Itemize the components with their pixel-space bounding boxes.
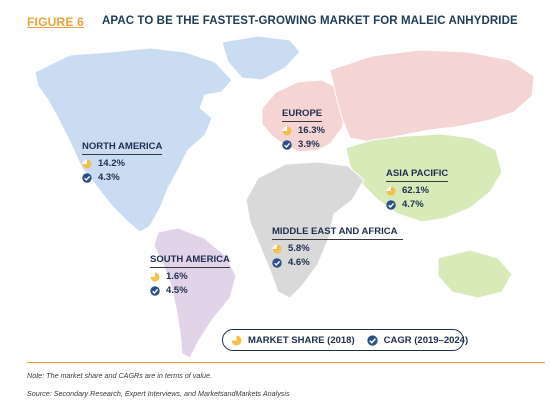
cagr-row: 4.6% xyxy=(272,257,403,268)
growth-check-icon xyxy=(150,285,160,296)
region-name: SOUTH AMERICA xyxy=(150,254,230,268)
asia-pacific-shape xyxy=(345,133,503,223)
cagr-value: 4.7% xyxy=(402,199,424,210)
region-north-america: NORTH AMERICA 14.2% 4.3% xyxy=(82,136,163,183)
pie-chart-icon xyxy=(282,126,292,135)
cagr-value: 4.5% xyxy=(166,285,188,296)
market-share-row: 16.3% xyxy=(282,125,325,136)
region-name: EUROPE xyxy=(282,108,323,122)
cagr-value: 4.6% xyxy=(288,257,310,268)
region-name: NORTH AMERICA xyxy=(82,141,163,155)
cagr-value: 3.9% xyxy=(298,139,320,150)
region-name: MIDDLE EAST AND AFRICA xyxy=(272,226,404,240)
south-america-shape xyxy=(153,227,237,359)
cagr-row: 3.9% xyxy=(282,139,325,150)
growth-check-icon xyxy=(366,334,378,346)
legend-item-market-share: MARKET SHARE (2018) xyxy=(231,335,355,346)
growth-check-icon xyxy=(386,199,396,210)
cagr-row: 4.7% xyxy=(386,199,448,210)
legend: MARKET SHARE (2018) CAGR (2019–2024) xyxy=(222,329,468,351)
cagr-value: 4.3% xyxy=(98,172,120,183)
market-share-row: 1.6% xyxy=(150,271,230,282)
source-note: Source: Secondary Research, Expert Inter… xyxy=(27,389,290,398)
region-south-america: SOUTH AMERICA 1.6% 4.5% xyxy=(150,249,230,296)
legend-label: MARKET SHARE (2018) xyxy=(248,334,355,346)
region-name: ASIA PACIFIC xyxy=(386,168,449,182)
greenland-shape xyxy=(221,35,301,81)
market-share-value: 62.1% xyxy=(402,185,429,196)
russia-shape xyxy=(329,49,535,143)
market-share-row: 62.1% xyxy=(386,185,448,196)
cagr-row: 4.3% xyxy=(82,172,162,183)
pie-chart-icon xyxy=(231,335,242,345)
growth-check-icon xyxy=(82,172,92,183)
market-share-value: 1.6% xyxy=(166,271,188,282)
north-america-shape xyxy=(34,47,233,233)
figure-title: APAC TO BE THE FASTEST-GROWING MARKET FO… xyxy=(102,15,518,27)
growth-check-icon xyxy=(272,257,282,268)
cagr-row: 4.5% xyxy=(150,285,230,296)
market-share-value: 14.2% xyxy=(98,158,125,169)
pie-chart-icon xyxy=(386,186,396,195)
australia-shape xyxy=(437,249,513,299)
footer-divider xyxy=(27,362,545,363)
region-middle-east-africa: MIDDLE EAST AND AFRICA 5.8% 4.6% xyxy=(272,221,404,268)
pie-chart-icon xyxy=(272,244,282,253)
market-share-value: 16.3% xyxy=(298,125,325,136)
pie-chart-icon xyxy=(82,159,92,168)
market-share-row: 5.8% xyxy=(272,243,403,254)
europe-shape xyxy=(261,79,347,153)
footnote: Note: The market share and CAGRs are in … xyxy=(27,371,212,380)
legend-label: CAGR (2019–2024) xyxy=(383,334,469,346)
market-share-row: 14.2% xyxy=(82,158,162,169)
pie-chart-icon xyxy=(150,272,160,281)
market-share-value: 5.8% xyxy=(288,243,310,254)
growth-check-icon xyxy=(282,139,292,150)
region-europe: EUROPE 16.3% 3.9% xyxy=(282,103,325,150)
region-asia-pacific: ASIA PACIFIC 62.1% 4.7% xyxy=(386,163,449,210)
figure-label: FIGURE 6 xyxy=(27,15,84,29)
legend-item-cagr: CAGR (2019–2024) xyxy=(366,334,469,346)
